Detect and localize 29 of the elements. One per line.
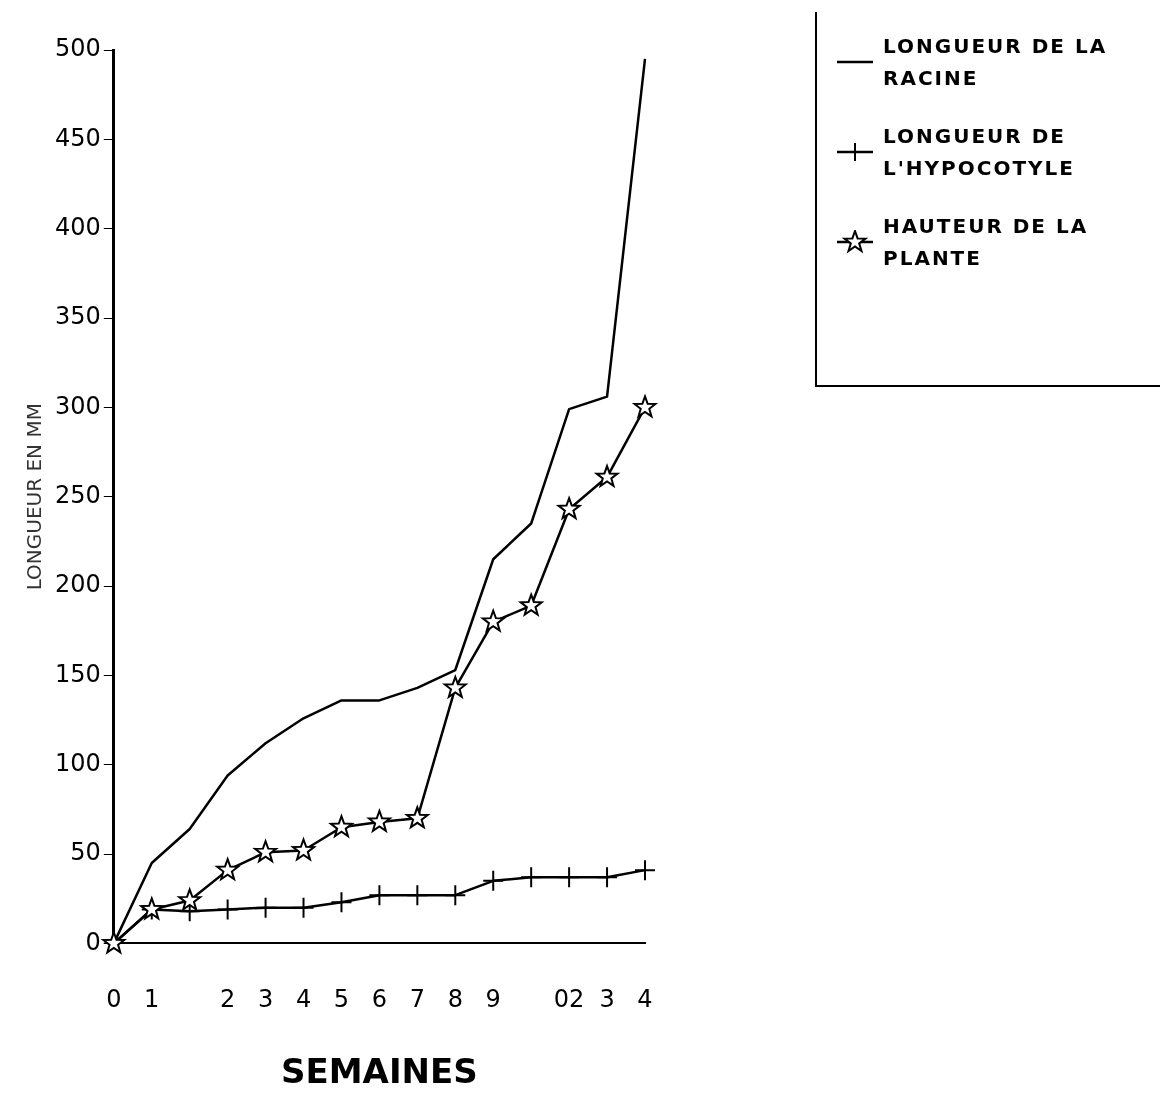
x-tick-label: 8 [447,985,463,1014]
y-tick-label: 300 [55,391,101,420]
y-tick-label: 350 [55,302,101,331]
x-tick-label: 2 [219,985,236,1014]
y-tick-label: 250 [55,480,101,509]
y-axis-title: LONGUEUR EN MM [22,403,47,591]
y-tick-label: 400 [55,212,101,241]
y-tick-label: 500 [55,34,101,63]
x-tick-label: 7 [409,985,425,1014]
x-tick-label: 5 [333,985,350,1014]
legend-label: HAUTEUR DE LA PLANTE [883,213,1090,272]
x-tick-label: 0 [106,985,122,1014]
x-tick-label: 3 [599,985,615,1014]
x-axis-title: SEMAINES [281,1051,478,1092]
x-tick-label: 02 [553,985,585,1014]
x-tick-label: 4 [295,985,312,1014]
x-tick-label: 6 [371,985,388,1014]
y-tick-label: 50 [70,838,101,867]
legend-label: LONGUEUR DE L'HYPOCOTYLE [883,123,1076,182]
y-tick-label: 150 [55,659,101,688]
x-tick-label: 9 [485,985,501,1014]
y-tick-label: 100 [55,748,101,777]
legend-label: LONGUEUR DE LA RACINE [883,33,1109,92]
x-tick-label: 3 [257,985,274,1014]
y-tick-label: 0 [85,927,101,956]
x-tick-label: 4 [637,985,653,1014]
y-tick-label: 200 [55,570,101,599]
y-tick-label: 450 [55,123,101,152]
x-tick-label: 1 [144,985,160,1014]
